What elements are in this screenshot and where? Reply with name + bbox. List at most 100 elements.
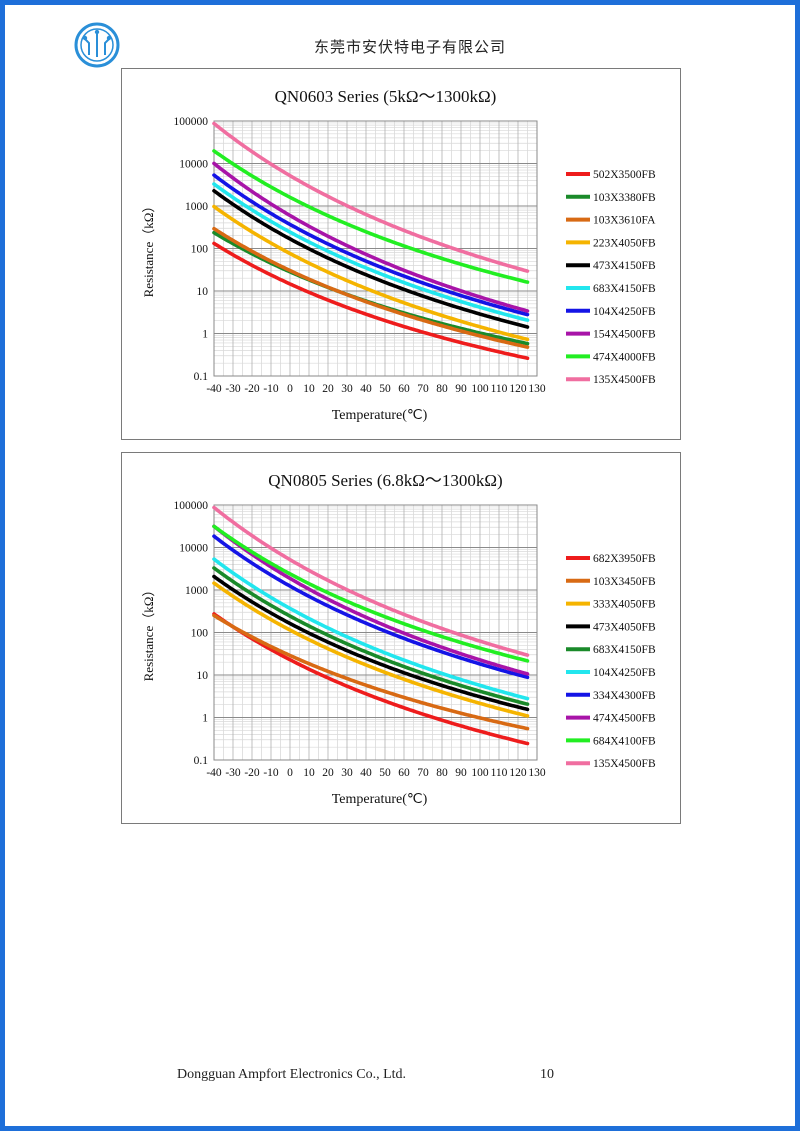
x-tick-label: -10 xyxy=(263,767,279,779)
x-tick-label: -20 xyxy=(244,383,260,395)
x-tick-label: 90 xyxy=(455,383,467,395)
legend-label: 473X4050FB xyxy=(593,621,656,633)
legend-label: 684X4100FB xyxy=(593,735,656,747)
company-name-header: 东莞市安伏特电子有限公司 xyxy=(313,38,506,56)
legend-label: 135X4500FB xyxy=(593,374,656,386)
company-logo-icon xyxy=(74,22,120,68)
y-tick-label: 1 xyxy=(202,329,208,341)
x-tick-label: 70 xyxy=(417,767,429,779)
x-tick-label: -10 xyxy=(263,383,279,395)
legend-label: 154X4500FB xyxy=(593,329,656,341)
series-line-333X4050FB xyxy=(212,581,530,718)
x-tick-label: 110 xyxy=(491,383,508,395)
series-line-474X4500FB xyxy=(212,524,530,676)
chart-title: QN0805 Series (6.8kΩ～1300kΩ) xyxy=(268,471,502,490)
x-tick-label: 80 xyxy=(436,383,448,395)
legend-label: 682X3950FB xyxy=(593,553,656,565)
series-line-683X4150FB xyxy=(212,182,530,322)
y-tick-label: 100 xyxy=(191,628,209,640)
legend-label: 334X4300FB xyxy=(593,690,656,702)
page-number: 10 xyxy=(540,1067,554,1082)
x-tick-label: 100 xyxy=(471,767,489,779)
series-line-682X3950FB xyxy=(212,612,530,746)
series-line-474X4000FB xyxy=(212,149,530,284)
y-tick-label: 10 xyxy=(197,670,209,682)
x-axis-label: Temperature(℃) xyxy=(332,408,428,423)
y-tick-label: 0.1 xyxy=(194,371,209,383)
series-line-103X3610FA xyxy=(212,226,530,349)
x-tick-label: 60 xyxy=(398,383,410,395)
page: 东莞市安伏特电子有限公司 QN0603 Series (5kΩ～1300kΩ) 1… xyxy=(5,5,795,1126)
plot-frame xyxy=(213,504,538,761)
plot-frame xyxy=(213,120,538,377)
legend-label: 223X4050FB xyxy=(593,237,656,249)
y-axis-label: Resistance（kΩ） xyxy=(141,584,156,682)
y-tick-label: 100000 xyxy=(174,116,209,128)
series-line-104X4250FB xyxy=(212,173,530,317)
x-tick-label: 90 xyxy=(455,767,467,779)
series-line-104X4250FB xyxy=(212,557,530,701)
y-tick-label: 10000 xyxy=(179,543,208,555)
y-axis-label: Resistance（kΩ） xyxy=(141,200,156,298)
x-tick-label: 50 xyxy=(379,767,391,779)
y-tick-label: 100000 xyxy=(174,500,209,512)
x-tick-label: 110 xyxy=(491,767,508,779)
chart-qn0603-svg: QN0603 Series (5kΩ～1300kΩ)10000010000100… xyxy=(141,87,656,423)
x-tick-label: -30 xyxy=(225,383,241,395)
x-tick-label: 30 xyxy=(341,383,353,395)
series-lines xyxy=(212,505,530,746)
x-tick-label: 10 xyxy=(303,383,315,395)
x-tick-label: 30 xyxy=(341,767,353,779)
legend-label: 473X4150FB xyxy=(593,260,656,272)
chart-title: QN0603 Series (5kΩ～1300kΩ) xyxy=(275,87,497,106)
x-tick-label: 20 xyxy=(322,767,334,779)
legend-label: 502X3500FB xyxy=(593,169,656,181)
x-tick-label: 120 xyxy=(509,767,527,779)
series-line-684X4100FB xyxy=(212,524,530,663)
series-line-135X4500FB xyxy=(212,505,530,657)
y-tick-label: 1000 xyxy=(185,201,208,213)
x-tick-label: 50 xyxy=(379,383,391,395)
x-axis-label: Temperature(℃) xyxy=(332,792,428,807)
legend-label: 683X4150FB xyxy=(593,283,656,295)
series-line-473X4050FB xyxy=(212,574,530,712)
legend-label: 683X4150FB xyxy=(593,644,656,656)
legend-label: 103X3610FA xyxy=(593,215,656,227)
chart-qn0805-svg: QN0805 Series (6.8kΩ～1300kΩ) 100000 10000 1… xyxy=(141,471,656,807)
series-lines xyxy=(212,121,530,360)
x-tick-label: -40 xyxy=(206,767,222,779)
legend-label: 104X4250FB xyxy=(593,667,656,679)
legend-label: 474X4000FB xyxy=(593,351,656,363)
legend: 502X3500FB 103X3380FB 103X3610FA 223X4050FB… xyxy=(566,169,656,386)
chart-qn0805: QN0805 Series (6.8kΩ～1300kΩ) 100000 10000 1… xyxy=(121,452,681,824)
series-line-502X3500FB xyxy=(212,241,530,360)
x-tick-label: 40 xyxy=(360,767,372,779)
x-tick-label: 100 xyxy=(471,383,489,395)
series-line-154X4500FB xyxy=(212,161,530,313)
x-tick-label: 40 xyxy=(360,383,372,395)
series-line-334X4300FB xyxy=(212,534,530,680)
y-tick-label: 1000 xyxy=(185,585,208,597)
y-tick-label: 100 xyxy=(191,244,209,256)
legend-label: 474X4500FB xyxy=(593,713,656,725)
legend: 682X3950FB 103X3450FB 333X4050FB 473X4050FB… xyxy=(566,553,656,770)
series-line-223X4050FB xyxy=(212,204,530,342)
x-tick-label: -30 xyxy=(225,767,241,779)
y-tick-label: 10 xyxy=(197,286,209,298)
x-tick-label: 80 xyxy=(436,767,448,779)
y-tick-label: 1 xyxy=(202,713,208,725)
legend-label: 103X3380FB xyxy=(593,192,656,204)
x-tick-label: 60 xyxy=(398,767,410,779)
x-tick-label: -40 xyxy=(206,383,222,395)
x-tick-label: 0 xyxy=(287,383,293,395)
legend-label: 135X4500FB xyxy=(593,758,656,770)
y-tick-label: 0.1 xyxy=(194,755,209,767)
x-tick-label: 120 xyxy=(509,383,527,395)
y-tick-label: 10000 xyxy=(179,159,208,171)
legend-label: 333X4050FB xyxy=(593,599,656,611)
x-tick-label: 130 xyxy=(528,767,546,779)
x-tick-label: 70 xyxy=(417,383,429,395)
footer-company: Dongguan Ampfort Electronics Co., Ltd. xyxy=(177,1067,407,1082)
series-line-135X4500FB xyxy=(212,121,530,273)
x-tick-label: 10 xyxy=(303,767,315,779)
